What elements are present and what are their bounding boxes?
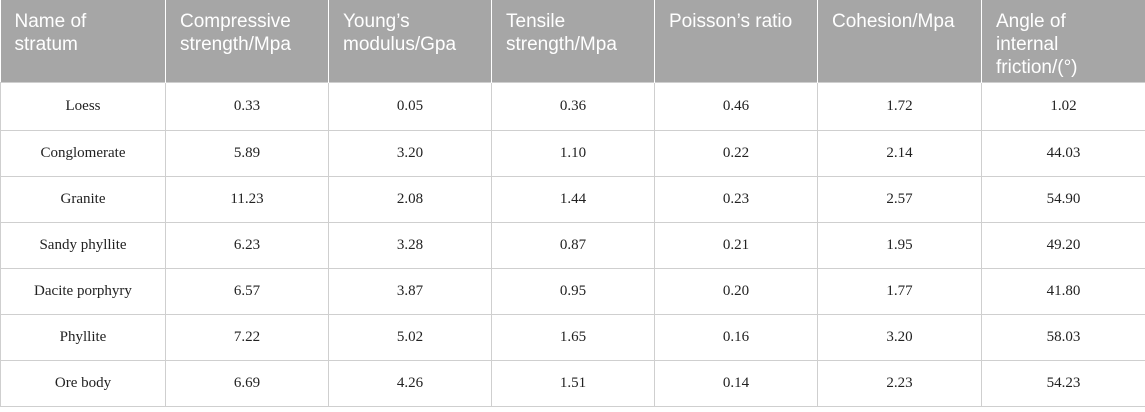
cell-compressive-strength: 6.23 bbox=[165, 221, 329, 269]
cell-angle-of-internal-friction: 54.23 bbox=[981, 359, 1145, 407]
cell-tensile-strength: 1.10 bbox=[491, 129, 655, 177]
cell-cohesion: 1.77 bbox=[817, 267, 982, 315]
cell-compressive-strength: 5.89 bbox=[165, 129, 329, 177]
header-row: Name of stratum Compressive strength/Mpa… bbox=[0, 0, 1145, 82]
header-tensile-strength: Tensile strength/Mpa bbox=[491, 0, 655, 82]
cell-angle-of-internal-friction: 49.20 bbox=[981, 221, 1145, 269]
cell-compressive-strength: 6.57 bbox=[165, 267, 329, 315]
cell-tensile-strength: 0.95 bbox=[491, 267, 655, 315]
cell-poissons-ratio: 0.21 bbox=[654, 221, 818, 269]
cell-tensile-strength: 1.65 bbox=[491, 313, 655, 361]
cell-cohesion: 2.23 bbox=[817, 359, 982, 407]
cell-poissons-ratio: 0.46 bbox=[654, 81, 818, 131]
cell-cohesion: 2.57 bbox=[817, 175, 982, 223]
cell-angle-of-internal-friction: 44.03 bbox=[981, 129, 1145, 177]
table-row: Dacite porphyry 6.57 3.87 0.95 0.20 1.77… bbox=[0, 267, 1145, 315]
cell-compressive-strength: 7.22 bbox=[165, 313, 329, 361]
cell-compressive-strength: 6.69 bbox=[165, 359, 329, 407]
cell-tensile-strength: 1.51 bbox=[491, 359, 655, 407]
header-poissons-ratio: Poisson’s ratio bbox=[654, 0, 818, 82]
cell-stratum-name: Phyllite bbox=[0, 313, 166, 361]
cell-stratum-name: Conglomerate bbox=[0, 129, 166, 177]
cell-poissons-ratio: 0.20 bbox=[654, 267, 818, 315]
cell-stratum-name: Dacite porphyry bbox=[0, 267, 166, 315]
header-cohesion: Cohesion/Mpa bbox=[817, 0, 982, 82]
header-angle-of-internal-friction: Angle of internal friction/(°) bbox=[981, 0, 1145, 82]
table-row: Loess 0.33 0.05 0.36 0.46 1.72 1.02 bbox=[0, 81, 1145, 131]
table-row: Sandy phyllite 6.23 3.28 0.87 0.21 1.95 … bbox=[0, 221, 1145, 269]
cell-poissons-ratio: 0.16 bbox=[654, 313, 818, 361]
cell-stratum-name: Loess bbox=[0, 81, 166, 131]
cell-poissons-ratio: 0.22 bbox=[654, 129, 818, 177]
cell-angle-of-internal-friction: 41.80 bbox=[981, 267, 1145, 315]
cell-cohesion: 3.20 bbox=[817, 313, 982, 361]
cell-stratum-name: Sandy phyllite bbox=[0, 221, 166, 269]
cell-youngs-modulus: 0.05 bbox=[328, 81, 492, 131]
table-row: Ore body 6.69 4.26 1.51 0.14 2.23 54.23 bbox=[0, 359, 1145, 407]
cell-poissons-ratio: 0.14 bbox=[654, 359, 818, 407]
table-row: Granite 11.23 2.08 1.44 0.23 2.57 54.90 bbox=[0, 175, 1145, 223]
cell-tensile-strength: 0.36 bbox=[491, 81, 655, 131]
cell-stratum-name: Ore body bbox=[0, 359, 166, 407]
table-row: Conglomerate 5.89 3.20 1.10 0.22 2.14 44… bbox=[0, 129, 1145, 177]
header-youngs-modulus: Young’s modulus/Gpa bbox=[328, 0, 492, 82]
cell-angle-of-internal-friction: 54.90 bbox=[981, 175, 1145, 223]
cell-youngs-modulus: 5.02 bbox=[328, 313, 492, 361]
cell-cohesion: 1.72 bbox=[817, 81, 982, 131]
cell-youngs-modulus: 3.28 bbox=[328, 221, 492, 269]
cell-stratum-name: Granite bbox=[0, 175, 166, 223]
table-header: Name of stratum Compressive strength/Mpa… bbox=[0, 0, 1145, 82]
cell-youngs-modulus: 4.26 bbox=[328, 359, 492, 407]
cell-angle-of-internal-friction: 58.03 bbox=[981, 313, 1145, 361]
cell-cohesion: 1.95 bbox=[817, 221, 982, 269]
cell-compressive-strength: 11.23 bbox=[165, 175, 329, 223]
cell-youngs-modulus: 2.08 bbox=[328, 175, 492, 223]
cell-poissons-ratio: 0.23 bbox=[654, 175, 818, 223]
table-row: Phyllite 7.22 5.02 1.65 0.16 3.20 58.03 bbox=[0, 313, 1145, 361]
cell-youngs-modulus: 3.20 bbox=[328, 129, 492, 177]
cell-cohesion: 2.14 bbox=[817, 129, 982, 177]
cell-youngs-modulus: 3.87 bbox=[328, 267, 492, 315]
cell-tensile-strength: 1.44 bbox=[491, 175, 655, 223]
table-body: Loess 0.33 0.05 0.36 0.46 1.72 1.02 Cong… bbox=[0, 81, 1145, 407]
cell-compressive-strength: 0.33 bbox=[165, 81, 329, 131]
header-compressive-strength: Compressive strength/Mpa bbox=[165, 0, 329, 82]
header-name-of-stratum: Name of stratum bbox=[0, 0, 166, 82]
cell-tensile-strength: 0.87 bbox=[491, 221, 655, 269]
cell-angle-of-internal-friction: 1.02 bbox=[981, 81, 1145, 131]
